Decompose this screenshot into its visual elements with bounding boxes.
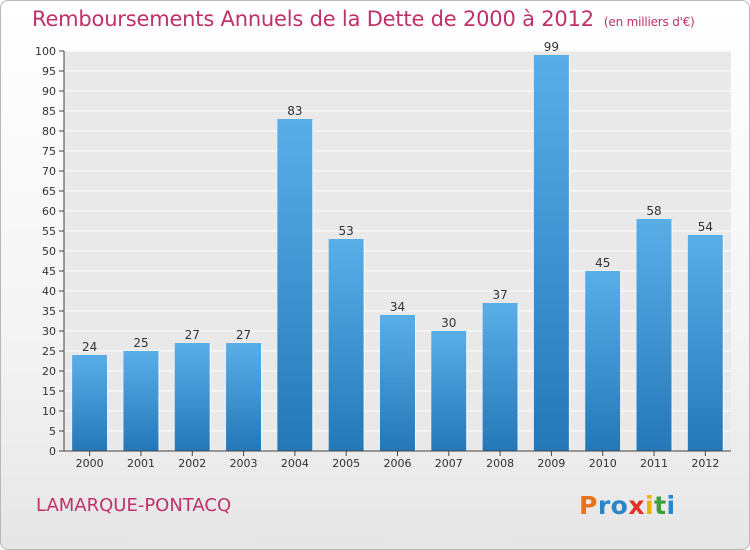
- y-tick-label: 100: [35, 45, 56, 58]
- x-tick-label: 2001: [127, 457, 155, 470]
- y-tick-label: 0: [49, 445, 56, 458]
- value-label: 24: [82, 340, 97, 354]
- y-tick-label: 65: [42, 185, 56, 198]
- value-label: 58: [646, 204, 661, 218]
- logo-letter: o: [610, 491, 629, 520]
- y-tick-label: 95: [42, 65, 56, 78]
- logo-letter: i: [645, 491, 655, 520]
- y-tick-label: 60: [42, 205, 56, 218]
- bars: [72, 55, 724, 451]
- logo-letter: x: [628, 491, 645, 520]
- logo-letter: i: [666, 491, 676, 520]
- x-tick-label: 2007: [435, 457, 463, 470]
- value-label: 99: [544, 40, 559, 54]
- y-tick-label: 15: [42, 385, 56, 398]
- y-tick-label: 75: [42, 145, 56, 158]
- value-label: 30: [441, 316, 456, 330]
- y-tick-label: 85: [42, 105, 56, 118]
- bar-2009: [533, 55, 569, 451]
- value-label: 27: [236, 328, 251, 342]
- y-tick-label: 90: [42, 85, 56, 98]
- x-tick-label: 2011: [640, 457, 668, 470]
- value-label: 25: [133, 336, 148, 350]
- proxiti-logo: Proxiti: [579, 491, 676, 520]
- x-tick-label: 2009: [537, 457, 565, 470]
- y-tick-label: 10: [42, 405, 56, 418]
- y-tick-label: 70: [42, 165, 56, 178]
- x-tick-label: 2002: [178, 457, 206, 470]
- bar-2010: [585, 271, 621, 451]
- logo-letter: P: [579, 491, 598, 520]
- axes: 0 5 10 15 20 25 30 35 40 45 50 55 60 65 70 75 80 85 90 95 10…: [35, 45, 731, 470]
- x-tick-label: 2003: [230, 457, 258, 470]
- x-tick-label: 2000: [76, 457, 104, 470]
- bar-2006: [380, 315, 415, 451]
- x-tick-label: 2012: [691, 457, 719, 470]
- y-tick-label: 35: [42, 305, 56, 318]
- x-tick-label: 2004: [281, 457, 309, 470]
- bar-2012: [687, 235, 723, 451]
- bar-2003: [226, 343, 262, 451]
- chart-unit: (en milliers d'€): [603, 15, 695, 29]
- y-tick-label: 20: [42, 365, 56, 378]
- y-tick-label: 50: [42, 245, 56, 258]
- commune-name: LAMARQUE-PONTACQ: [36, 495, 232, 516]
- value-label: 53: [339, 224, 354, 238]
- logo-letter: t: [654, 491, 667, 520]
- y-tick-label: 45: [42, 265, 56, 278]
- y-tick-label: 55: [42, 225, 56, 238]
- value-label: 34: [390, 300, 405, 314]
- x-tick-label: 2010: [589, 457, 617, 470]
- bar-2004: [277, 119, 313, 451]
- logo-letter: r: [597, 491, 611, 520]
- chart-title-text: Remboursements Annuels de la Dette de 20…: [32, 7, 594, 31]
- y-tick-label: 30: [42, 325, 56, 338]
- chart-title: Remboursements Annuels de la Dette de 20…: [32, 7, 695, 31]
- bar-2000: [72, 355, 108, 451]
- bar-2001: [123, 351, 159, 451]
- bar-2005: [328, 239, 364, 451]
- value-label: 45: [595, 256, 610, 270]
- bar-2002: [174, 343, 210, 451]
- y-tick-label: 80: [42, 125, 56, 138]
- value-label: 54: [698, 220, 713, 234]
- value-label: 37: [492, 288, 507, 302]
- value-label: 27: [185, 328, 200, 342]
- y-tick-label: 5: [49, 425, 56, 438]
- x-tick-label: 2008: [486, 457, 514, 470]
- bar-2011: [636, 219, 672, 451]
- value-label: 83: [287, 104, 302, 118]
- y-tick-label: 25: [42, 345, 56, 358]
- value-labels: 24 25 27 27 83 53 34 30 37 99 45 58 54: [82, 40, 713, 354]
- bar-2008: [482, 303, 518, 451]
- y-tick-label: 40: [42, 285, 56, 298]
- x-tick-label: 2005: [332, 457, 360, 470]
- bar-2007: [431, 331, 467, 451]
- x-tick-label: 2006: [384, 457, 412, 470]
